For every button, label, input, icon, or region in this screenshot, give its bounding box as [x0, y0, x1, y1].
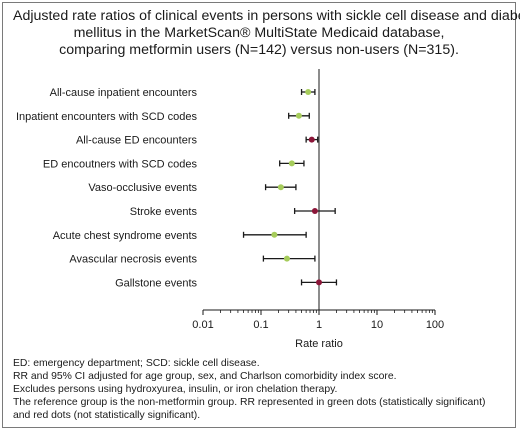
x-tick-label: 0.1 [253, 319, 268, 331]
x-tick-label: 10 [371, 319, 383, 331]
footnote-4: The reference group is the non-metformin… [13, 397, 486, 408]
rr-point [311, 208, 318, 214]
category-label: Inpatient encounters with SCD codes [16, 111, 197, 123]
category-label: All-cause inpatient encounters [50, 87, 198, 99]
category-label: Vaso-occlusive events [88, 182, 197, 194]
rr-point [277, 184, 284, 191]
title-line-3: comparing metformin users (N=142) versus… [59, 42, 459, 58]
category-label: All-cause ED encounters [76, 135, 198, 147]
footnote-2: RR and 95% CI adjusted for age group, se… [13, 371, 397, 382]
forest-plot: 0.01 0.1 1 10 100 Rate ratio All-cause inpatie… [16, 69, 444, 350]
title-line-2: mellitus in the MarketScan® MultiState M… [73, 25, 445, 41]
chart-title: Adjusted rate ratios of clinical events … [13, 8, 520, 59]
rr-point [308, 136, 315, 143]
rr-point [295, 112, 302, 119]
footnote-1: ED: emergency department; SCD: sickle ce… [13, 358, 260, 369]
rr-point [288, 160, 295, 167]
rr-point [316, 279, 322, 286]
x-axis-title: Rate ratio [295, 338, 343, 350]
x-tick-label: 100 [426, 319, 444, 331]
category-label: Avascular necrosis events [69, 254, 197, 266]
rr-point [283, 255, 290, 262]
title-line-1: Adjusted rate ratios of clinical events … [13, 8, 520, 24]
footnotes: ED: emergency department; SCD: sickle ce… [13, 357, 513, 422]
category-label: Gallstone events [115, 277, 197, 289]
x-tick-label: 1 [316, 319, 322, 331]
x-tick-label: 0.01 [192, 319, 213, 331]
category-label: Acute chest syndrome events [53, 230, 198, 242]
rr-point [271, 231, 278, 238]
category-label: ED encoutners with SCD codes [43, 158, 198, 170]
category-label: Stroke events [130, 206, 198, 218]
footnote-5: and red dots (not statistically signific… [13, 410, 201, 421]
rr-point [305, 89, 312, 95]
footnote-3: Excludes persons using hydroxyurea, insu… [13, 384, 338, 395]
